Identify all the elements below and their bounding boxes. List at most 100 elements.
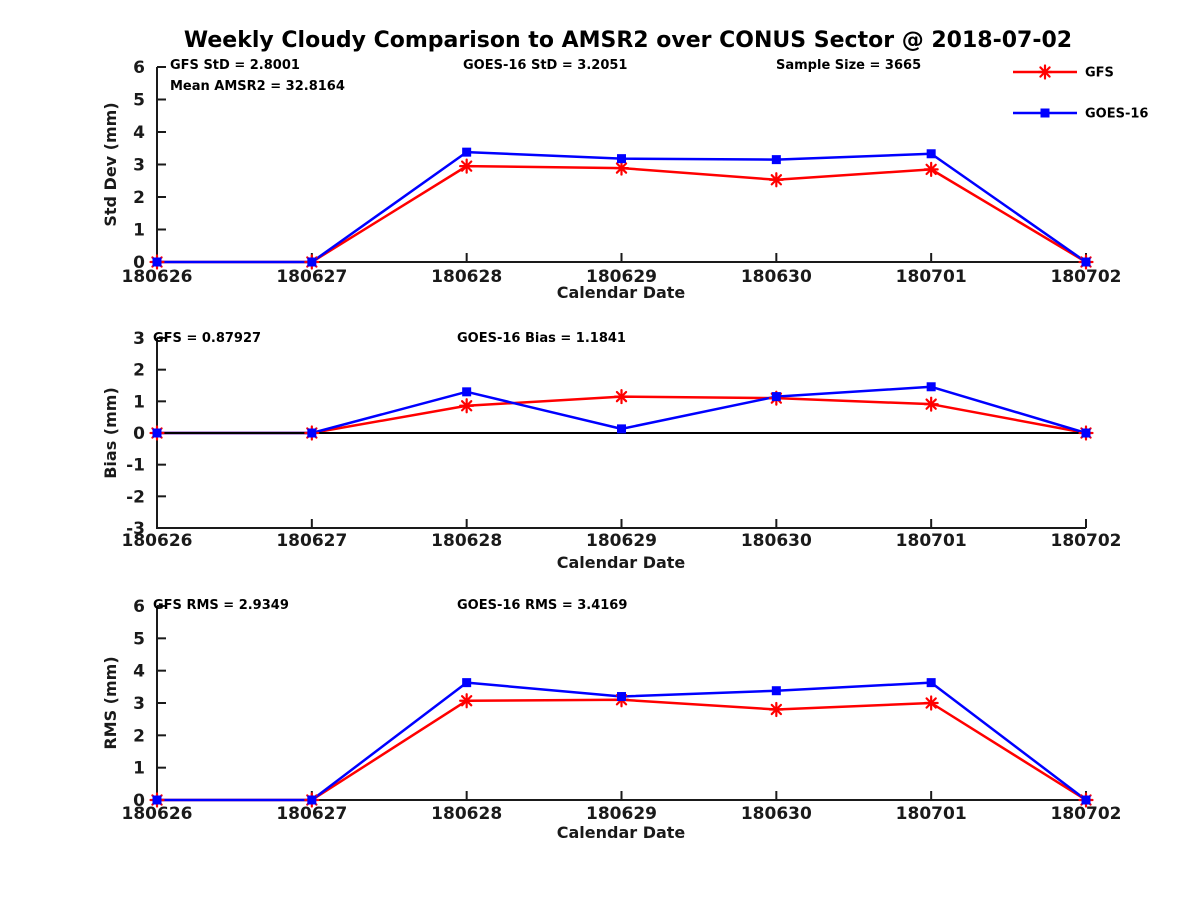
square-marker — [152, 257, 162, 267]
y-tick-label: 4 — [133, 123, 145, 143]
y-tick-label: -3 — [126, 519, 145, 539]
square-marker — [307, 795, 317, 805]
annotation: GFS RMS = 2.9349 — [153, 598, 289, 613]
x-tick-label: 180629 — [586, 804, 657, 824]
square-marker — [307, 428, 317, 438]
square-marker — [1081, 428, 1091, 438]
y-axis-title: Std Dev (mm) — [101, 102, 120, 226]
x-tick-label: 180628 — [431, 531, 502, 551]
series-line-gfs — [157, 698, 1087, 802]
x-tick-label: 180701 — [896, 804, 967, 824]
legend-label: GFS — [1085, 66, 1114, 81]
x-tick-label: 180626 — [122, 531, 193, 551]
square-marker — [462, 678, 472, 688]
y-tick-label: 0 — [133, 253, 145, 273]
x-axis-title: Calendar Date — [557, 553, 686, 572]
asterisk-marker — [613, 160, 630, 176]
y-tick-label: 0 — [133, 424, 145, 444]
asterisk-marker — [923, 695, 939, 711]
annotation: GOES-16 RMS = 3.4169 — [457, 598, 627, 613]
y-tick-label: 2 — [133, 188, 145, 208]
square-marker — [462, 387, 472, 397]
x-axis-title: Calendar Date — [557, 283, 686, 302]
x-tick-label: 180630 — [741, 267, 812, 287]
asterisk-marker — [459, 398, 475, 414]
y-tick-label: 4 — [133, 662, 145, 682]
square-marker — [617, 424, 626, 434]
square-marker — [617, 692, 626, 702]
square-marker — [1040, 108, 1050, 118]
chart-bias-plot: -3 -2 -1 0 1 2 3 180626 180627 180628 180629 180630… — [101, 329, 1122, 572]
series-line-gfs — [157, 164, 1087, 264]
square-marker — [1081, 257, 1091, 267]
y-tick-label: 2 — [133, 361, 145, 381]
asterisk-marker — [923, 396, 939, 412]
asterisk-marker — [459, 693, 475, 709]
y-tick-label: 3 — [133, 156, 145, 176]
y-tick-label: -1 — [126, 456, 145, 476]
x-tick-label: 180627 — [276, 267, 347, 287]
x-tick-label: 180630 — [741, 804, 812, 824]
x-tick-label: 180629 — [586, 267, 657, 287]
square-marker — [926, 149, 936, 159]
annotation: GOES-16 StD = 3.2051 — [463, 58, 627, 73]
y-axis-title: Bias (mm) — [101, 387, 120, 479]
y-tick-label: 1 — [133, 392, 145, 412]
x-tick-label: 180630 — [741, 531, 812, 551]
x-tick-label: 180626 — [122, 267, 193, 287]
chart-rms: 0 1 2 3 4 5 6 180626 180627 180628 180629 180630 180… — [0, 597, 1200, 860]
x-tick-label: 180702 — [1051, 267, 1122, 287]
square-marker — [771, 686, 781, 696]
annotation: GFS = 0.87927 — [153, 331, 261, 346]
y-axis-title: RMS (mm) — [101, 656, 120, 749]
y-tick-label: 3 — [133, 329, 145, 349]
asterisk-marker — [768, 172, 784, 188]
square-marker — [926, 382, 936, 392]
x-tick-label: 180627 — [276, 531, 347, 551]
asterisk-marker — [459, 158, 475, 174]
x-tick-label: 180626 — [122, 804, 193, 824]
y-tick-label: 2 — [133, 726, 145, 746]
square-marker — [462, 147, 472, 157]
square-marker — [617, 154, 626, 164]
chart-rms-plot: 0 1 2 3 4 5 6 180626 180627 180628 180629 180630 180… — [101, 597, 1122, 842]
legend: GFS GOES-16 — [1013, 64, 1148, 122]
x-tick-label: 180627 — [276, 804, 347, 824]
page-title: Weekly Cloudy Comparison to AMSR2 over C… — [183, 28, 1073, 53]
y-tick-label: -2 — [126, 487, 145, 507]
annotation: Mean AMSR2 = 32.8164 — [170, 79, 345, 94]
asterisk-marker — [768, 701, 784, 718]
x-tick-label: 180701 — [896, 531, 967, 551]
y-tick-label: 5 — [133, 91, 145, 111]
chart-std-dev: 0 1 2 3 4 5 6 180626 180627 180628 180629 180630 180… — [0, 55, 1200, 310]
square-marker — [771, 155, 781, 165]
x-tick-label: 180629 — [586, 531, 657, 551]
y-tick-label: 5 — [133, 629, 145, 649]
square-marker — [152, 428, 162, 438]
annotation: GOES-16 Bias = 1.1841 — [457, 331, 626, 346]
y-tick-label: 6 — [133, 58, 145, 78]
asterisk-marker — [1037, 64, 1053, 80]
x-tick-label: 180702 — [1051, 531, 1122, 551]
x-tick-label: 180628 — [431, 804, 502, 824]
x-tick-label: 180701 — [896, 267, 967, 287]
x-tick-label: 180628 — [431, 267, 502, 287]
square-marker — [152, 795, 162, 805]
x-tick-label: 180702 — [1051, 804, 1122, 824]
chart-std-dev-plot: 0 1 2 3 4 5 6 180626 180627 180628 180629 180630 180… — [101, 58, 1122, 302]
legend-label: GOES-16 — [1085, 107, 1148, 122]
x-axis-title: Calendar Date — [557, 823, 686, 842]
asterisk-marker — [613, 388, 630, 405]
annotation: Sample Size = 3665 — [776, 58, 921, 73]
square-marker — [771, 392, 781, 402]
y-tick-label: 1 — [133, 221, 145, 241]
y-tick-label: 3 — [133, 694, 145, 714]
chart-bias: -3 -2 -1 0 1 2 3 180626 180627 180628 180629 180630… — [0, 329, 1200, 575]
y-tick-label: 0 — [133, 791, 145, 811]
annotation: GFS StD = 2.8001 — [170, 58, 300, 73]
asterisk-marker — [923, 161, 939, 177]
y-tick-label: 6 — [133, 597, 145, 617]
square-marker — [307, 257, 317, 267]
y-tick-label: 1 — [133, 759, 145, 779]
